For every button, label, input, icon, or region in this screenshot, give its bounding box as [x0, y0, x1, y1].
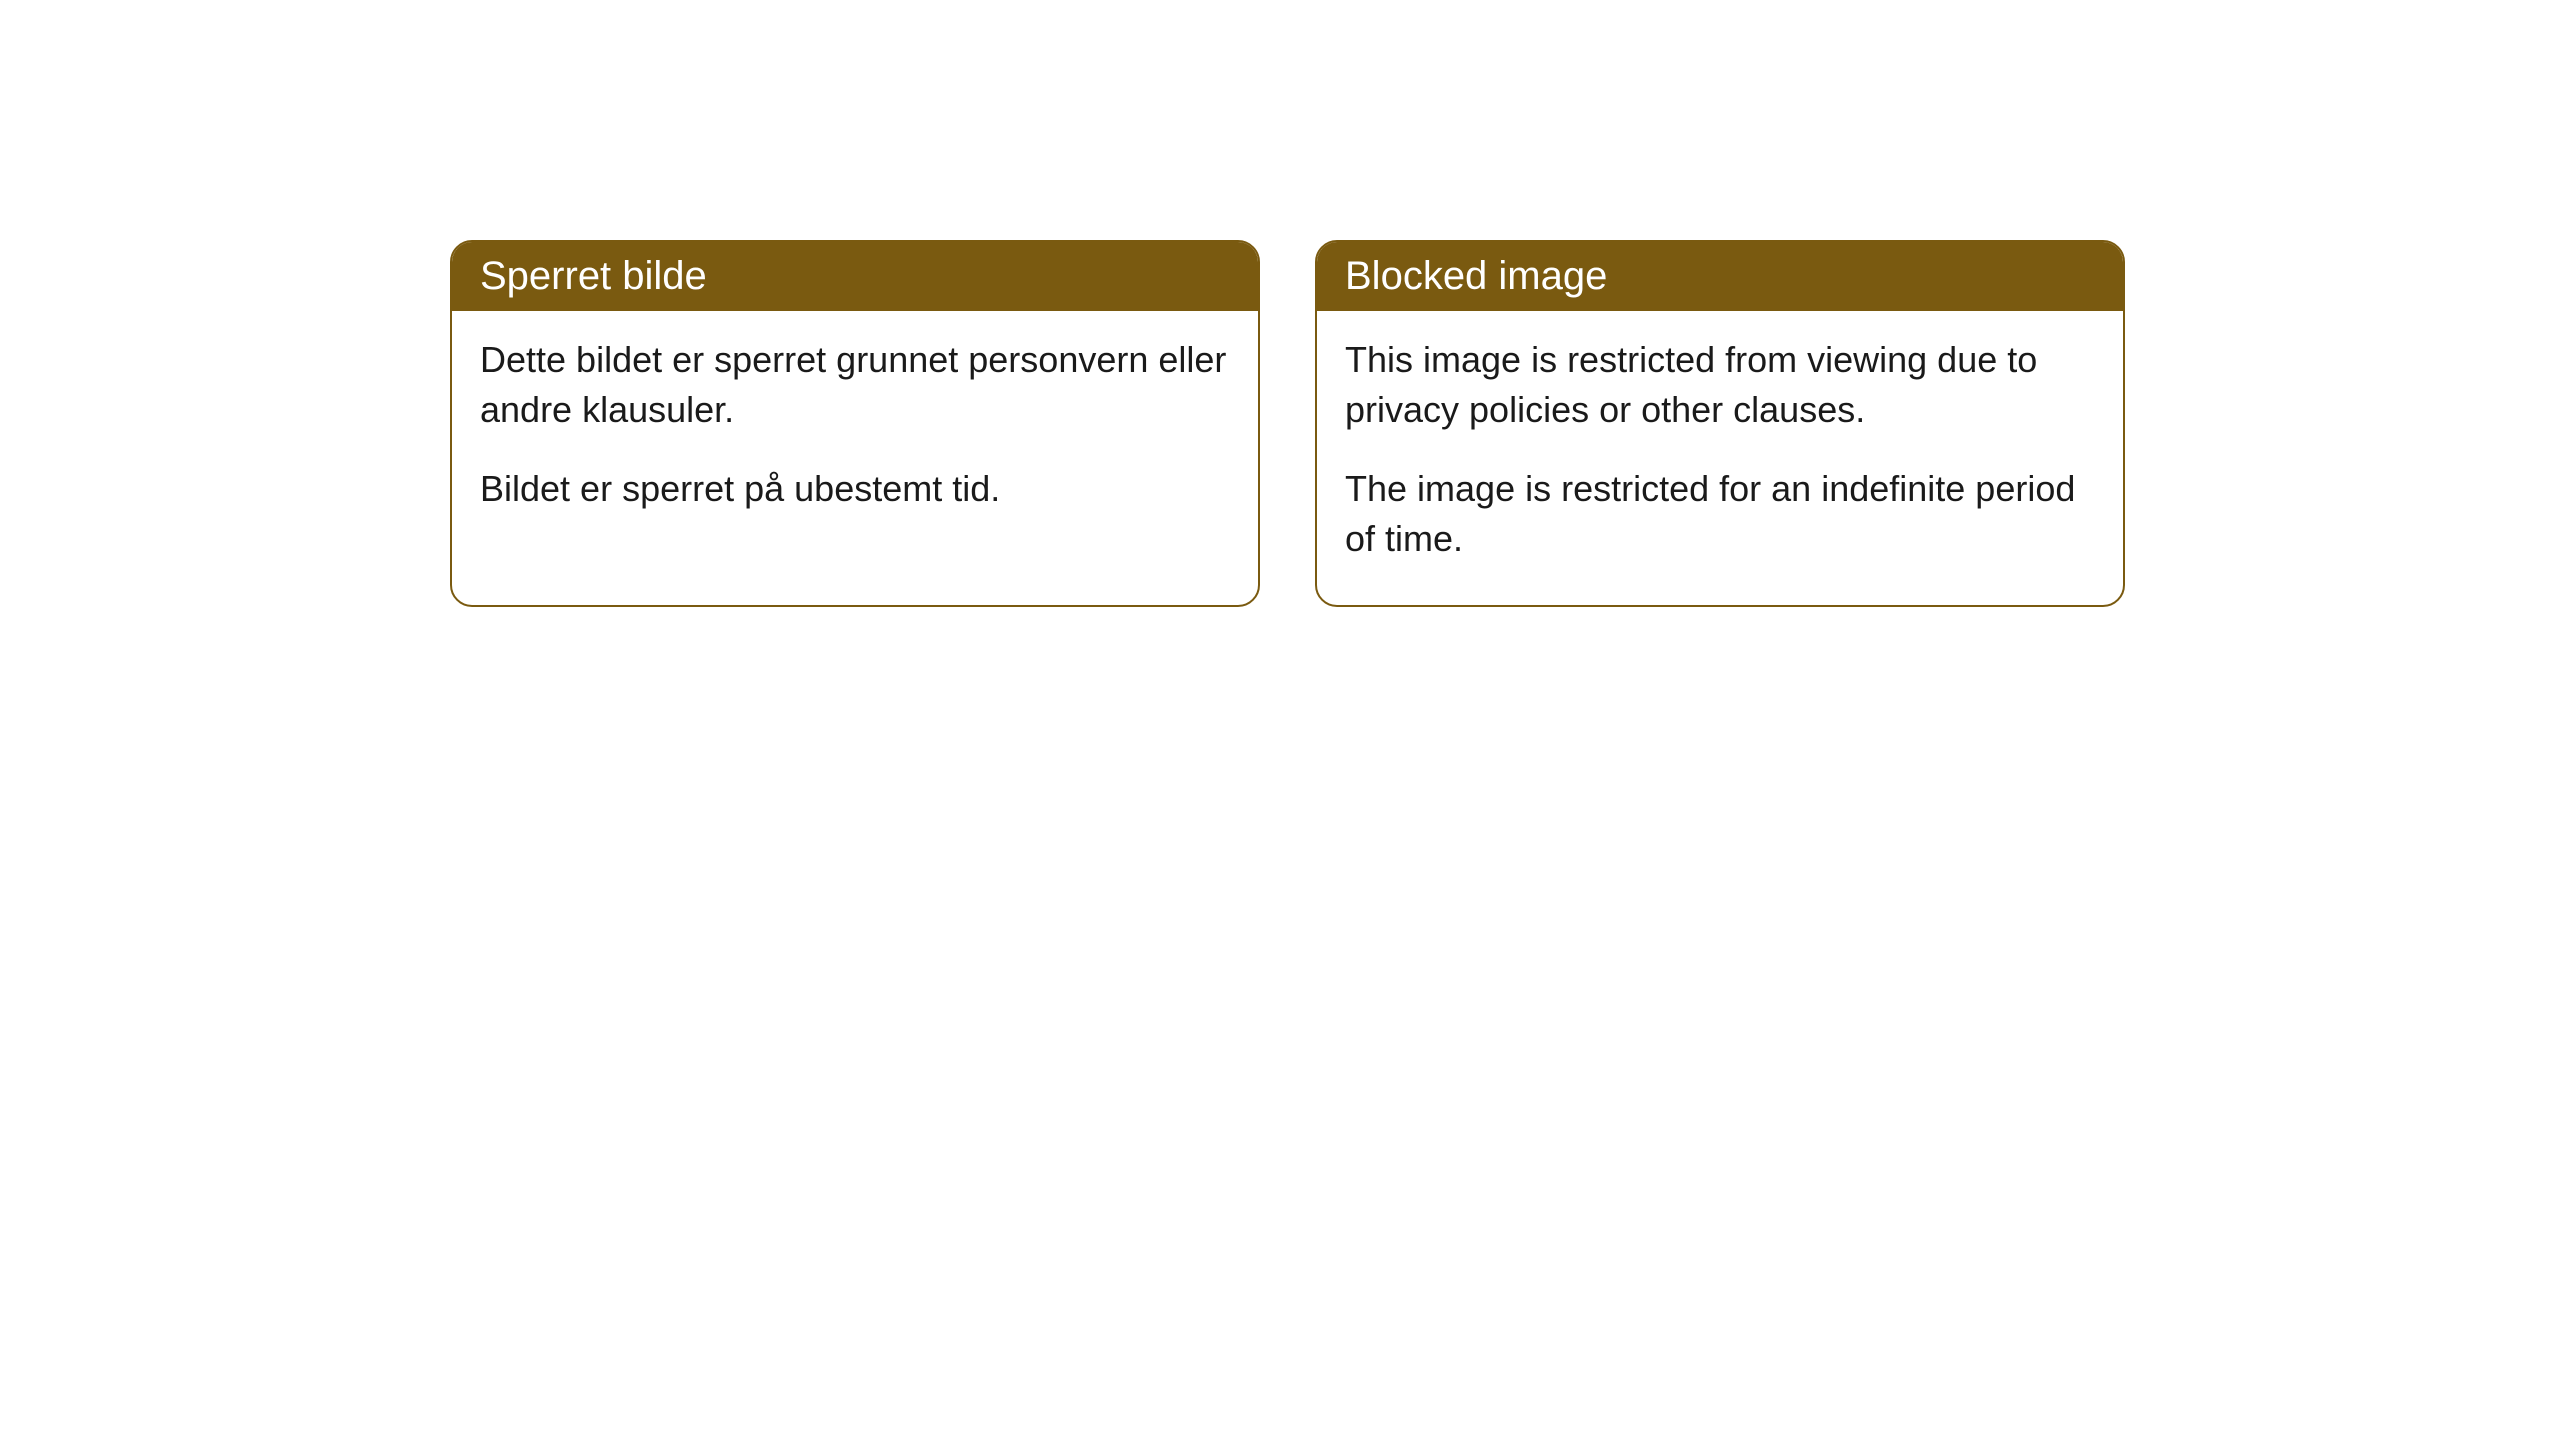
card-header-english: Blocked image — [1317, 242, 2123, 311]
card-text-norwegian-1: Dette bildet er sperret grunnet personve… — [480, 335, 1230, 436]
card-body-norwegian: Dette bildet er sperret grunnet personve… — [452, 311, 1258, 554]
blocked-image-card-english: Blocked image This image is restricted f… — [1315, 240, 2125, 607]
card-text-norwegian-2: Bildet er sperret på ubestemt tid. — [480, 464, 1230, 514]
card-text-english-2: The image is restricted for an indefinit… — [1345, 464, 2095, 565]
blocked-image-card-norwegian: Sperret bilde Dette bildet er sperret gr… — [450, 240, 1260, 607]
card-text-english-1: This image is restricted from viewing du… — [1345, 335, 2095, 436]
card-header-norwegian: Sperret bilde — [452, 242, 1258, 311]
card-body-english: This image is restricted from viewing du… — [1317, 311, 2123, 605]
card-title-norwegian: Sperret bilde — [480, 254, 707, 298]
card-title-english: Blocked image — [1345, 254, 1607, 298]
cards-container: Sperret bilde Dette bildet er sperret gr… — [0, 0, 2560, 607]
